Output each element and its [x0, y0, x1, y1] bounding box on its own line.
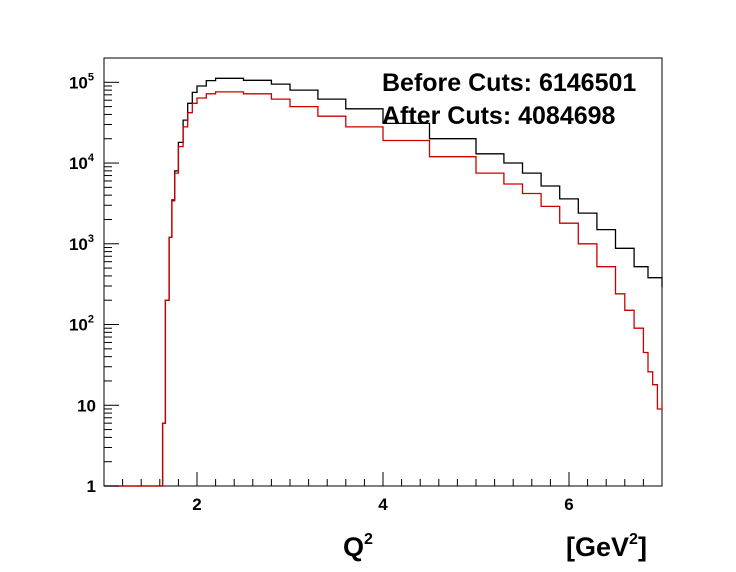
x-axis-title: Q2: [343, 531, 373, 562]
y-tick-label-0: 1: [87, 477, 96, 496]
x-tick-label-2: 6: [564, 495, 573, 514]
series-layer: [104, 77, 663, 487]
y-tick-label-1: 10: [77, 396, 96, 415]
x-axis-ticks: 2 4 6: [103, 472, 663, 514]
y-tick-label-3: 103: [69, 233, 94, 254]
x-tick-label-0: 2: [192, 495, 201, 514]
y-tick-label-4: 104: [69, 152, 95, 173]
x-tick-label-1: 4: [378, 495, 388, 514]
y-axis-ticks: 1 10 102 103 104 105: [69, 57, 119, 496]
before-cuts-annotation: Before Cuts: 6146501: [382, 69, 636, 97]
x-axis-unit: [GeV2]: [566, 531, 647, 562]
after-cuts-annotation: After Cuts: 4084698: [382, 102, 616, 130]
series-line-1: [104, 91, 663, 487]
y-tick-label-5: 105: [69, 71, 94, 92]
y-tick-label-2: 102: [69, 314, 94, 335]
